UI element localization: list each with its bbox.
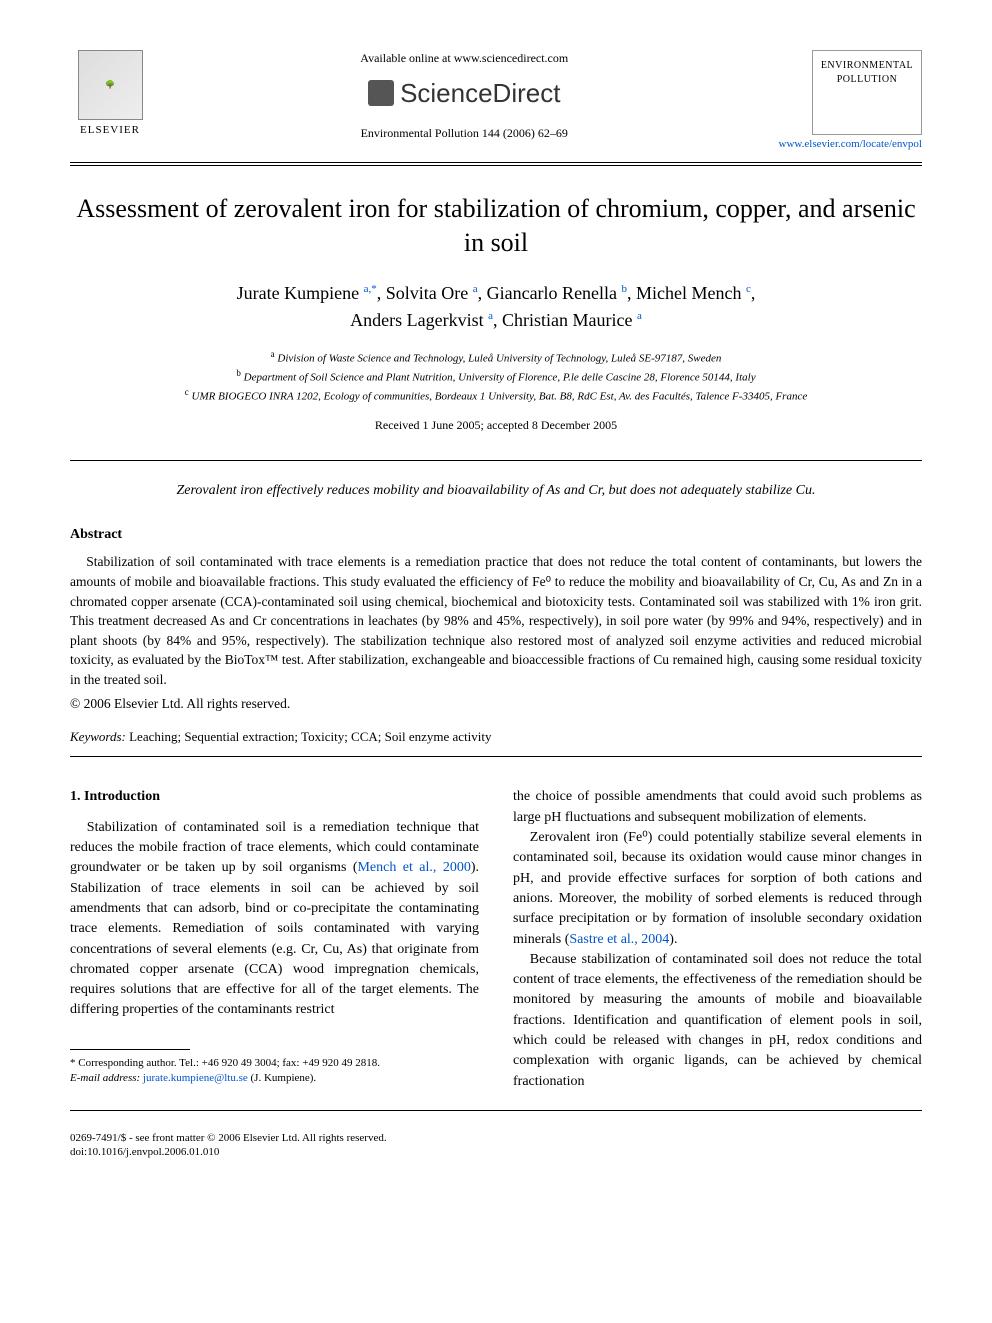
corr-email[interactable]: jurate.kumpiene@ltu.se [143, 1072, 248, 1084]
author-3-affil[interactable]: b [622, 283, 628, 295]
publisher-label: ELSEVIER [80, 123, 140, 138]
author-5-affil[interactable]: a [488, 310, 493, 322]
center-header: Available online at www.sciencedirect.co… [150, 50, 779, 146]
available-online-text: Available online at www.sciencedirect.co… [150, 50, 779, 67]
header-rule-1 [70, 162, 922, 163]
author-6-affil[interactable]: a [637, 310, 642, 322]
introduction-heading: 1. Introduction [70, 787, 479, 807]
keywords-label: Keywords: [70, 729, 126, 744]
footer-bar: 0269-7491/$ - see front matter © 2006 El… [70, 1131, 922, 1160]
article-title: Assessment of zerovalent iron for stabil… [70, 192, 922, 260]
author-1-affil[interactable]: a,* [364, 283, 377, 295]
publisher-block: 🌳 ELSEVIER [70, 50, 150, 138]
author-4: Michel Mench [636, 283, 741, 303]
ref-mench-2000[interactable]: Mench et al., 2000 [357, 860, 470, 875]
affiliation-a: a Division of Waste Science and Technolo… [70, 348, 922, 367]
keywords-values: Leaching; Sequential extraction; Toxicit… [129, 729, 491, 744]
journal-name-line2: POLLUTION [813, 73, 921, 87]
ref-sastre-2004[interactable]: Sastre et al., 2004 [569, 932, 669, 947]
affiliations: a Division of Waste Science and Technolo… [70, 348, 922, 405]
author-3: Giancarlo Renella [487, 283, 617, 303]
header-row: 🌳 ELSEVIER Available online at www.scien… [70, 50, 922, 152]
corresponding-author-footnote: * Corresponding author. Tel.: +46 920 49… [70, 1056, 479, 1087]
journal-url[interactable]: www.elsevier.com/locate/envpol [779, 137, 922, 152]
author-1: Jurate Kumpiene [237, 283, 359, 303]
footer-doi: doi:10.1016/j.envpol.2006.01.010 [70, 1145, 922, 1159]
sciencedirect-label: ScienceDirect [400, 75, 560, 111]
intro-paragraph-1: Stabilization of contaminated soil is a … [70, 818, 479, 1021]
abstract-text: Stabilization of soil contaminated with … [70, 552, 922, 689]
journal-box-column: ENVIRONMENTAL POLLUTION www.elsevier.com… [779, 50, 922, 152]
footer-front-matter: 0269-7491/$ - see front matter © 2006 El… [70, 1131, 922, 1145]
author-6: Christian Maurice [502, 310, 632, 330]
author-2: Solvita Ore [386, 283, 469, 303]
corr-author-email-line: E-mail address: jurate.kumpiene@ltu.se (… [70, 1071, 479, 1086]
rule-above-highlight [70, 460, 922, 461]
column-left: 1. Introduction Stabilization of contami… [70, 787, 479, 1091]
header-rule-2 [70, 165, 922, 166]
corr-email-who: (J. Kumpiene). [251, 1072, 317, 1084]
corr-author-line: * Corresponding author. Tel.: +46 920 49… [70, 1056, 479, 1071]
author-5: Anders Lagerkvist [350, 310, 483, 330]
sciencedirect-brand: ScienceDirect [150, 75, 779, 111]
elsevier-tree-icon: 🌳 [78, 50, 143, 120]
column-right: the choice of possible amendments that c… [513, 787, 922, 1091]
email-label: E-mail address: [70, 1072, 140, 1084]
journal-cover-box: ENVIRONMENTAL POLLUTION [812, 50, 922, 135]
intro-paragraph-3: Because stabilization of contaminated so… [513, 950, 922, 1092]
journal-reference: Environmental Pollution 144 (2006) 62–69 [150, 125, 779, 142]
author-2-affil[interactable]: a [473, 283, 478, 295]
intro-continuation: the choice of possible amendments that c… [513, 787, 922, 828]
keywords-line: Keywords: Leaching; Sequential extractio… [70, 728, 922, 746]
affiliation-b: b Department of Soil Science and Plant N… [70, 367, 922, 386]
footer-rule [70, 1110, 922, 1111]
journal-name-line1: ENVIRONMENTAL [813, 59, 921, 73]
sciencedirect-icon [368, 80, 394, 106]
footnote-separator [70, 1049, 190, 1050]
abstract-heading: Abstract [70, 525, 922, 545]
body-columns: 1. Introduction Stabilization of contami… [70, 787, 922, 1091]
abstract-divider [70, 756, 922, 757]
affiliation-c: c UMR BIOGECO INRA 1202, Ecology of comm… [70, 386, 922, 405]
received-dates: Received 1 June 2005; accepted 8 Decembe… [70, 417, 922, 434]
author-list: Jurate Kumpiene a,*, Solvita Ore a, Gian… [70, 280, 922, 334]
author-4-affil[interactable]: c [746, 283, 751, 295]
intro-paragraph-2: Zerovalent iron (Fe⁰) could potentially … [513, 828, 922, 950]
highlight-statement: Zerovalent iron effectively reduces mobi… [70, 481, 922, 501]
copyright-line: © 2006 Elsevier Ltd. All rights reserved… [70, 695, 922, 714]
header-rule-group [70, 162, 922, 166]
